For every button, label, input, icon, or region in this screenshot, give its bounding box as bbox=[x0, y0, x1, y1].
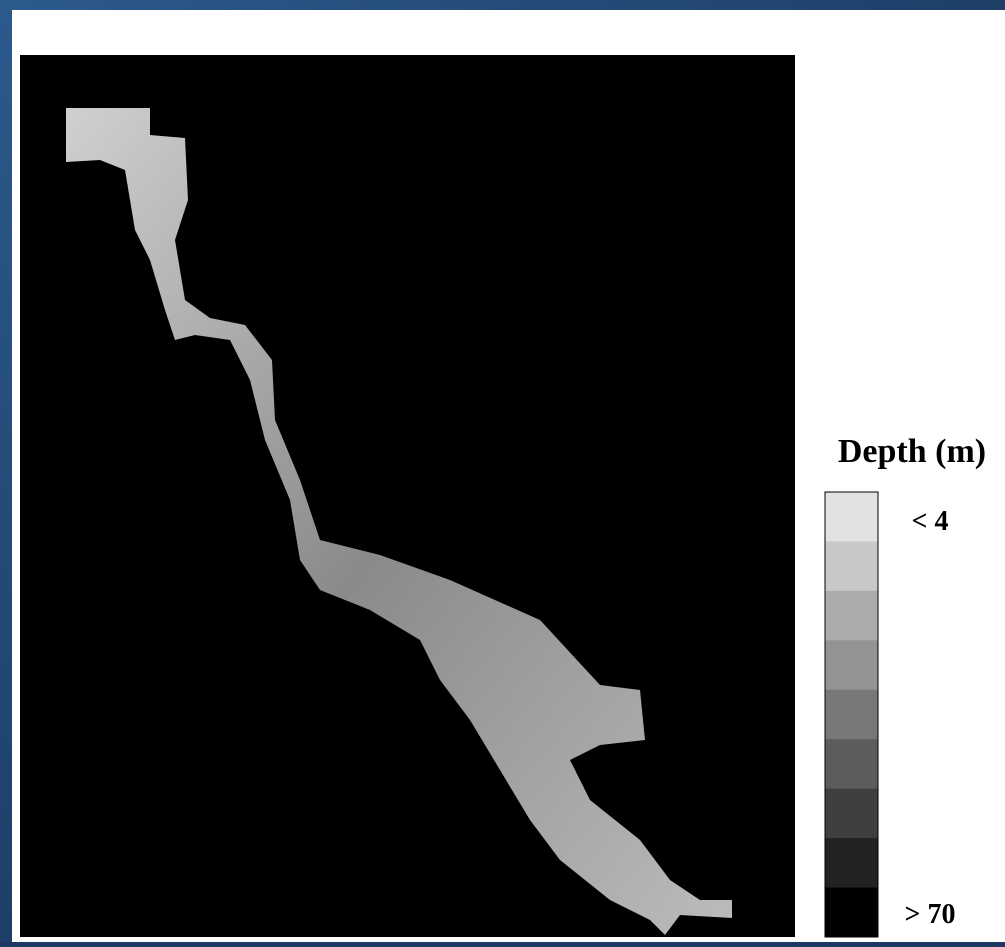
legend-swatch bbox=[825, 492, 878, 542]
legend-swatch bbox=[825, 689, 878, 740]
legend-swatch bbox=[825, 640, 878, 691]
legend-swatch bbox=[825, 838, 878, 889]
legend-swatch bbox=[825, 887, 878, 938]
estuary bbox=[66, 108, 732, 935]
legend-swatch bbox=[825, 590, 878, 641]
legend-max-label: > 70 bbox=[905, 899, 956, 930]
legend-swatch bbox=[825, 788, 878, 839]
legend-title: Depth (m) bbox=[838, 433, 986, 470]
legend-swatch bbox=[825, 541, 878, 592]
legend-frame bbox=[824, 491, 879, 938]
legend-bar bbox=[825, 492, 878, 938]
legend-min-label: < 4 bbox=[912, 506, 949, 537]
legend-swatch bbox=[825, 739, 878, 790]
